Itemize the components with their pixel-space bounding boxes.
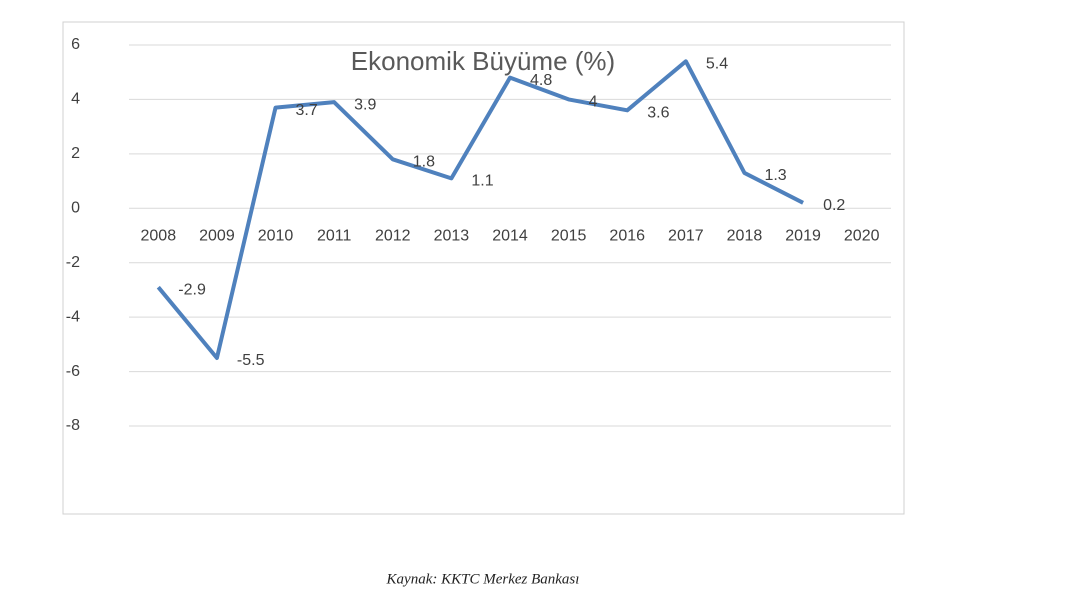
x-tick-label: 2008 — [141, 228, 177, 245]
data-label: 1.8 — [413, 154, 435, 171]
x-tick-label: 2012 — [375, 228, 411, 245]
data-label: 5.4 — [706, 56, 728, 73]
y-tick-label: -2 — [66, 254, 80, 271]
x-tick-label: 2010 — [258, 228, 294, 245]
y-tick-label: -8 — [66, 417, 80, 434]
y-tick-label: 2 — [71, 145, 80, 162]
data-label: 3.7 — [296, 102, 318, 119]
y-tick-label: -4 — [66, 308, 80, 325]
source-note: Kaynak: KKTC Merkez Bankası — [386, 571, 580, 587]
y-tick-label: 6 — [71, 36, 80, 53]
x-tick-label: 2017 — [668, 228, 704, 245]
x-tick-label: 2019 — [785, 228, 821, 245]
y-tick-label: -6 — [66, 363, 80, 380]
data-label: 0.2 — [823, 197, 845, 214]
y-tick-label: 0 — [71, 200, 80, 217]
x-tick-label: 2013 — [434, 228, 470, 245]
data-label: 3.6 — [647, 105, 669, 122]
y-tick-label: 4 — [71, 91, 80, 108]
data-label: -2.9 — [178, 281, 206, 298]
data-label: 4.8 — [530, 72, 552, 89]
x-tick-label: 2014 — [492, 228, 528, 245]
chart-title: Ekonomik Büyüme (%) — [351, 46, 615, 76]
x-tick-label: 2015 — [551, 228, 587, 245]
data-line — [156, 59, 804, 360]
data-label: -5.5 — [237, 352, 265, 369]
data-label: 3.9 — [354, 96, 376, 113]
x-tick-label: 2018 — [727, 228, 763, 245]
x-tick-label: 2016 — [609, 228, 645, 245]
x-tick-label: 2011 — [317, 228, 352, 245]
x-tick-label: 2020 — [844, 228, 880, 245]
data-label: 4 — [589, 94, 598, 111]
data-label: 1.1 — [471, 173, 493, 190]
x-tick-label: 2009 — [199, 228, 235, 245]
data-label: 1.3 — [764, 167, 786, 184]
chart-frame — [62, 21, 905, 515]
